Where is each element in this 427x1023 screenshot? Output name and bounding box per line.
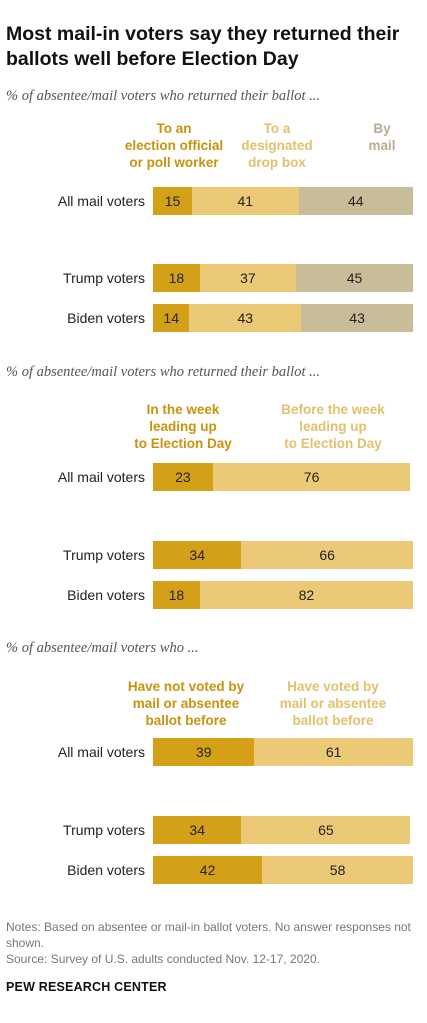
- bar-segment: 65: [241, 816, 411, 844]
- bar-segment: 18: [153, 264, 200, 292]
- legend-entry: To an election official or poll worker: [124, 121, 224, 170]
- data-label: 76: [303, 469, 320, 485]
- legend-entry: To a designated drop box: [241, 121, 313, 170]
- data-label: 42: [199, 862, 216, 878]
- category-label: Trump voters: [63, 822, 145, 838]
- bar-segment: 42: [153, 856, 263, 884]
- stacked-bar: 39 61: [153, 738, 413, 766]
- data-label: 14: [163, 310, 179, 326]
- data-label: 45: [346, 270, 363, 286]
- bar-segment: 76: [212, 463, 411, 491]
- legend-entry: Have not voted by mail or absentee ballo…: [127, 679, 245, 728]
- bar-segment: 23: [153, 463, 213, 491]
- chart-subtitle: % of absentee/mail voters who returned t…: [6, 364, 320, 380]
- bar-segment: 37: [199, 264, 296, 292]
- bar-segment: 43: [189, 304, 302, 332]
- stacked-bar: 14 43 43: [153, 304, 413, 332]
- category-label: All mail voters: [57, 469, 145, 485]
- chart-title: Most mail-in voters say they returned th…: [6, 23, 400, 70]
- stacked-bar: 18 82: [153, 581, 413, 609]
- notes-text: Notes: Based on absentee or mail-in ball…: [6, 920, 411, 950]
- data-label: 44: [348, 193, 364, 209]
- data-label: 65: [318, 822, 334, 838]
- bar-segment: 61: [254, 738, 413, 766]
- bar-segment: 44: [298, 187, 413, 215]
- data-label: 41: [237, 193, 254, 209]
- legend-entry: In the week leading up to Election Day: [134, 402, 232, 451]
- stacked-bar: 34 65: [153, 816, 411, 844]
- data-label: 18: [168, 270, 185, 286]
- bar-segment: 82: [199, 581, 413, 609]
- category-label: Biden voters: [67, 862, 145, 878]
- legend-entry: Before the week leading up to Election D…: [281, 402, 385, 451]
- category-label: Trump voters: [63, 547, 145, 563]
- category-label: Biden voters: [67, 587, 145, 603]
- data-label: 61: [325, 744, 342, 760]
- data-label: 34: [189, 822, 205, 838]
- stacked-bar: 42 58: [153, 856, 413, 884]
- bar-segment: 15: [153, 187, 192, 215]
- data-label: 43: [349, 310, 365, 326]
- category-label: All mail voters: [57, 744, 145, 760]
- stacked-bar: 23 76: [153, 463, 411, 491]
- chart-subtitle: % of absentee/mail voters who returned t…: [6, 88, 320, 104]
- data-label: 37: [240, 270, 256, 286]
- bar-segment: 58: [262, 856, 413, 884]
- bar-segment: 14: [153, 304, 190, 332]
- bar-segment: 45: [295, 264, 413, 292]
- bar-segment: 34: [153, 816, 242, 844]
- data-label: 15: [164, 193, 181, 209]
- bar-segment: 34: [153, 541, 242, 569]
- brand-logo-text: PEW RESEARCH CENTER: [6, 980, 167, 994]
- legend-entry: By mail: [368, 121, 396, 153]
- data-label: 23: [175, 469, 191, 485]
- stacked-bar: 18 37 45: [153, 264, 413, 292]
- bar-segment: 66: [241, 541, 413, 569]
- category-label: Trump voters: [63, 270, 145, 286]
- stacked-bar: 15 41 44: [153, 187, 413, 215]
- stacked-bar: 34 66: [153, 541, 413, 569]
- chart-notes: Notes: Based on absentee or mail-in ball…: [6, 919, 421, 967]
- bar-segment: 41: [192, 187, 299, 215]
- category-label: Biden voters: [67, 310, 145, 326]
- data-label: 43: [237, 310, 254, 326]
- data-label: 18: [168, 587, 185, 603]
- bar-segment: 43: [301, 304, 413, 332]
- bar-segment: 39: [153, 738, 255, 766]
- legend-entry: Have voted by mail or absentee ballot be…: [279, 679, 387, 728]
- bar-segment: 18: [153, 581, 200, 609]
- data-label: 58: [329, 862, 346, 878]
- data-label: 66: [319, 547, 335, 563]
- source-text: Source: Survey of U.S. adults conducted …: [6, 952, 320, 966]
- category-label: All mail voters: [57, 193, 145, 209]
- data-label: 82: [298, 587, 315, 603]
- data-label: 39: [195, 744, 212, 760]
- data-label: 34: [189, 547, 205, 563]
- chart-subtitle: % of absentee/mail voters who ...: [6, 640, 199, 656]
